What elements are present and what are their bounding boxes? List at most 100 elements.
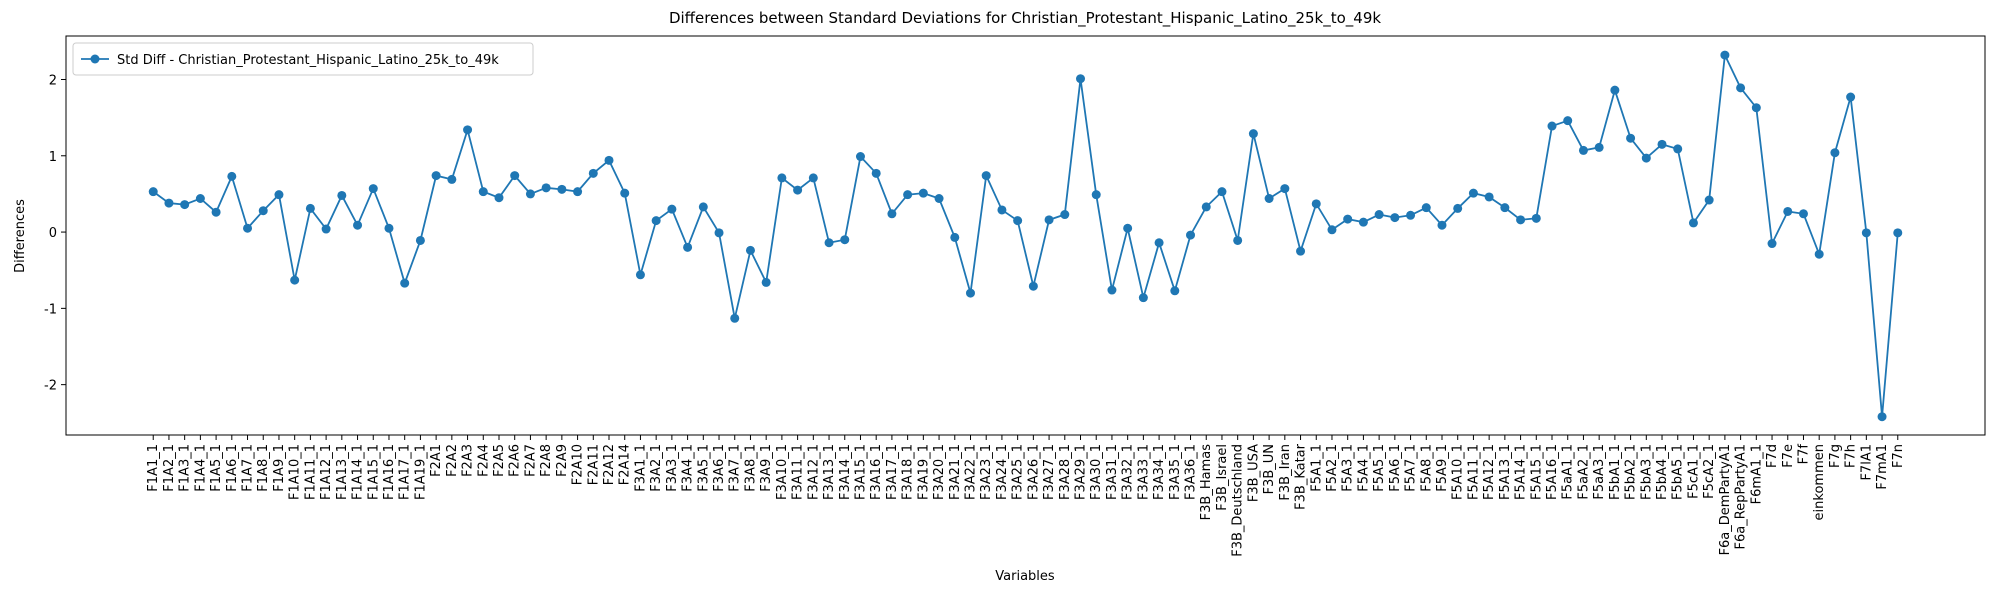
x-tick-label: F2A6 — [508, 444, 523, 477]
data-point — [1170, 286, 1180, 296]
data-point — [667, 204, 677, 214]
data-point — [793, 185, 803, 195]
x-tick-label: F1A3_1 — [178, 444, 193, 492]
data-point — [745, 245, 755, 255]
data-point — [1673, 144, 1683, 154]
data-point — [730, 313, 740, 323]
x-tick-label: F5bA4_1 — [1655, 444, 1670, 500]
data-point — [1296, 246, 1306, 256]
data-point — [1186, 230, 1196, 240]
x-tick-label: F3A23_1 — [979, 444, 994, 500]
x-tick-label: F1A15_1 — [366, 444, 381, 500]
data-point — [384, 223, 394, 233]
x-tick-label: F5cA2_1 — [1702, 444, 1717, 499]
x-tick-label: F3A6_1 — [712, 444, 727, 492]
data-point — [1767, 239, 1777, 249]
x-tick-label: F5A5_1 — [1372, 444, 1387, 492]
data-point — [1390, 213, 1400, 223]
x-tick-label: F5A15_1 — [1529, 444, 1544, 500]
data-point — [274, 190, 284, 200]
x-tick-label: F2A12 — [602, 444, 617, 485]
x-tick-label: F3A17_1 — [885, 444, 900, 500]
x-tick-label: F1A19_1 — [413, 444, 428, 500]
data-point — [305, 203, 315, 213]
data-point — [290, 275, 300, 285]
data-point — [1877, 412, 1887, 422]
x-tick-label: F3A9_1 — [759, 444, 774, 492]
x-tick-label: F3A32_1 — [1121, 444, 1136, 500]
data-point — [1688, 218, 1698, 228]
x-tick-label: F6a_RepPartyA1 — [1734, 444, 1749, 549]
x-axis-label: Variables — [995, 569, 1055, 584]
x-tick-label: F7e — [1781, 444, 1796, 468]
x-tick-label: F5A8_1 — [1419, 444, 1434, 492]
y-tick-label: 2 — [49, 73, 57, 88]
legend-label: Std Diff - Christian_Protestant_Hispanic… — [117, 53, 499, 68]
x-tick-label: F3A7_1 — [728, 444, 743, 492]
data-point — [1846, 92, 1856, 102]
data-point — [1814, 249, 1824, 259]
data-point — [180, 200, 190, 210]
data-point — [1861, 228, 1871, 238]
x-tick-label: F3A36_1 — [1184, 444, 1199, 500]
data-point — [463, 125, 473, 135]
x-tick-label: F2A3 — [461, 444, 476, 477]
x-tick-label: F1A5_1 — [209, 444, 224, 492]
x-tick-label: F3A35_1 — [1168, 444, 1183, 500]
data-point — [1233, 235, 1243, 245]
x-tick-label: F3A5_1 — [696, 444, 711, 492]
data-point — [1358, 217, 1368, 227]
x-tick-label: F3A13_1 — [822, 444, 837, 500]
x-tick-label: F5A4_1 — [1356, 444, 1371, 492]
data-point — [1736, 83, 1746, 93]
x-tick-label: F3A3_1 — [665, 444, 680, 492]
y-tick-label: -2 — [44, 379, 57, 394]
data-point — [525, 189, 535, 199]
x-tick-label: F3A28_1 — [1058, 444, 1073, 500]
y-tick-label: 0 — [49, 226, 57, 241]
data-point — [934, 193, 944, 203]
x-tick-label: F7mA1 — [1875, 444, 1890, 490]
data-point — [1437, 220, 1447, 230]
x-tick-label: F1A11_1 — [303, 444, 318, 500]
data-point — [1516, 215, 1526, 225]
x-tick-label: F1A14_1 — [351, 444, 366, 500]
x-tick-label: F2A4 — [476, 444, 491, 477]
x-tick-label: einkommen — [1812, 444, 1827, 520]
x-tick-label: F3A15_1 — [853, 444, 868, 500]
x-tick-label: F5A16_1 — [1545, 444, 1560, 500]
x-tick-label: F1A16_1 — [382, 444, 397, 500]
data-point — [1547, 121, 1557, 131]
data-point — [1406, 210, 1416, 220]
data-point — [431, 171, 441, 181]
data-point — [541, 183, 551, 193]
x-tick-label: F1A6_1 — [225, 444, 240, 492]
data-point — [258, 206, 268, 216]
data-point — [1830, 148, 1840, 158]
data-point — [1641, 153, 1651, 163]
data-point — [353, 220, 363, 230]
x-tick-label: F1A12_1 — [319, 444, 334, 500]
data-point — [777, 173, 787, 183]
x-tick-label: F6a_DemPartyA1 — [1718, 444, 1733, 555]
data-point — [1076, 74, 1086, 84]
data-point — [1610, 85, 1620, 95]
data-point — [1421, 203, 1431, 213]
x-tick-label: F7f — [1796, 444, 1811, 465]
x-tick-label: F5A6_1 — [1388, 444, 1403, 492]
data-point — [494, 193, 504, 203]
x-tick-label: F3A29_1 — [1074, 444, 1089, 500]
x-tick-label: F1A13_1 — [335, 444, 350, 500]
data-point — [1453, 203, 1463, 213]
legend-box — [72, 42, 534, 76]
x-tick-label: F3A34_1 — [1152, 444, 1167, 500]
x-tick-label: F3A31_1 — [1105, 444, 1120, 500]
x-tick-label: F3A33_1 — [1136, 444, 1151, 500]
legend: Std Diff - Christian_Protestant_Hispanic… — [72, 42, 534, 76]
data-point — [761, 277, 771, 287]
x-tick-label: F5A11_1 — [1466, 444, 1481, 500]
data-point — [1783, 206, 1793, 216]
x-tick-label: F3B_Hamas — [1199, 444, 1214, 521]
x-tick-label: F3A21_1 — [948, 444, 963, 500]
